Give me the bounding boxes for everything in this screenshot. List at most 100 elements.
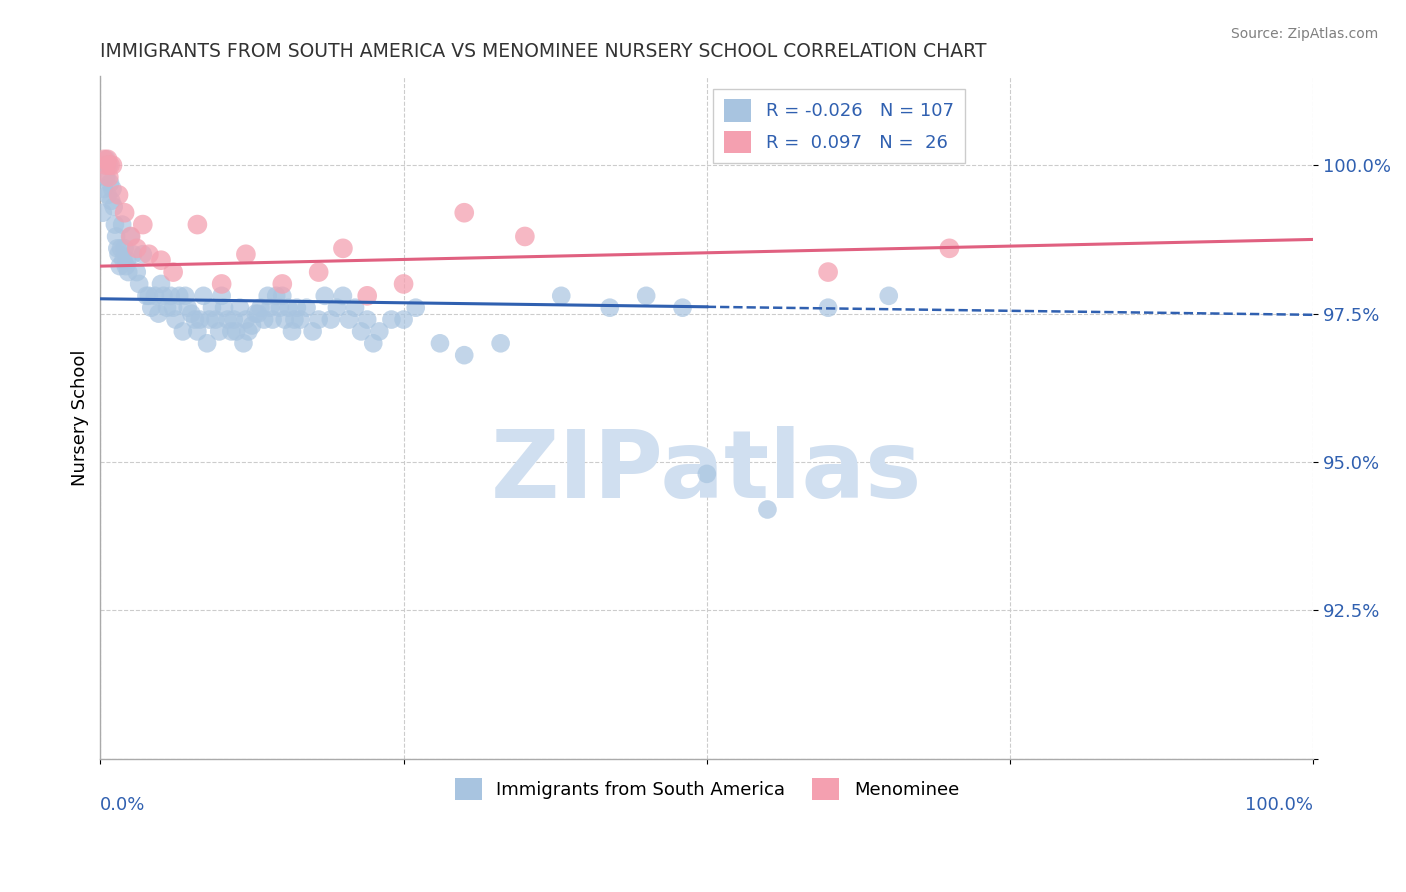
Point: [271, 277, 294, 291]
Point: [125, 265, 148, 279]
Point: [96, 170, 118, 185]
Point: [141, 301, 163, 315]
Point: [101, 158, 124, 172]
Point: [332, 289, 354, 303]
Point: [172, 325, 194, 339]
Point: [98, 158, 121, 172]
Point: [91, 205, 114, 219]
Point: [204, 312, 226, 326]
Point: [193, 289, 215, 303]
Point: [217, 312, 239, 326]
Point: [208, 325, 231, 339]
Point: [97, 153, 120, 167]
Point: [128, 277, 150, 291]
Point: [235, 247, 257, 261]
Point: [368, 325, 391, 339]
Point: [392, 312, 415, 326]
Point: [277, 301, 299, 315]
Point: [176, 301, 198, 315]
Point: [107, 188, 129, 202]
Point: [167, 289, 190, 303]
Point: [114, 205, 136, 219]
Y-axis label: Nursery School: Nursery School: [72, 350, 89, 486]
Point: [489, 336, 512, 351]
Point: [111, 218, 134, 232]
Point: [314, 289, 336, 303]
Point: [180, 307, 202, 321]
Point: [636, 289, 658, 303]
Point: [253, 312, 276, 326]
Point: [245, 307, 267, 321]
Point: [105, 229, 128, 244]
Point: [238, 325, 260, 339]
Point: [938, 241, 960, 255]
Point: [198, 312, 221, 326]
Point: [225, 325, 247, 339]
Point: [125, 241, 148, 255]
Point: [301, 325, 323, 339]
Text: Source: ZipAtlas.com: Source: ZipAtlas.com: [1230, 27, 1378, 41]
Point: [211, 277, 233, 291]
Point: [281, 325, 304, 339]
Point: [186, 218, 208, 232]
Point: [159, 289, 181, 303]
Point: [285, 301, 308, 315]
Point: [97, 188, 120, 202]
Point: [513, 229, 536, 244]
Point: [108, 259, 131, 273]
Point: [453, 205, 475, 219]
Point: [186, 325, 208, 339]
Point: [337, 312, 360, 326]
Point: [211, 289, 233, 303]
Point: [756, 502, 779, 516]
Point: [283, 312, 305, 326]
Legend: Immigrants from South America, Menominee: Immigrants from South America, Menominee: [444, 767, 970, 811]
Point: [93, 153, 115, 167]
Point: [599, 301, 621, 315]
Point: [235, 312, 257, 326]
Point: [356, 289, 378, 303]
Point: [150, 277, 173, 291]
Point: [290, 312, 312, 326]
Point: [97, 170, 120, 185]
Point: [696, 467, 718, 481]
Point: [120, 229, 142, 244]
Point: [350, 325, 373, 339]
Point: [101, 182, 124, 196]
Point: [262, 312, 284, 326]
Point: [232, 336, 254, 351]
Point: [143, 289, 166, 303]
Point: [256, 289, 278, 303]
Point: [152, 289, 174, 303]
Point: [107, 247, 129, 261]
Point: [361, 336, 384, 351]
Point: [326, 301, 349, 315]
Point: [201, 301, 224, 315]
Point: [222, 312, 245, 326]
Point: [100, 194, 122, 208]
Text: 100.0%: 100.0%: [1246, 797, 1313, 814]
Point: [132, 247, 155, 261]
Point: [259, 301, 281, 315]
Point: [229, 301, 252, 315]
Point: [319, 312, 342, 326]
Point: [96, 153, 118, 167]
Point: [98, 176, 121, 190]
Point: [114, 241, 136, 255]
Point: [156, 301, 179, 315]
Point: [112, 253, 135, 268]
Point: [117, 265, 139, 279]
Point: [308, 312, 330, 326]
Point: [249, 301, 271, 315]
Point: [356, 312, 378, 326]
Point: [308, 265, 330, 279]
Point: [174, 289, 197, 303]
Point: [162, 301, 184, 315]
Point: [271, 289, 294, 303]
Point: [817, 301, 839, 315]
Point: [405, 301, 427, 315]
Point: [240, 318, 263, 333]
Point: [550, 289, 572, 303]
Point: [817, 265, 839, 279]
Point: [138, 247, 160, 261]
